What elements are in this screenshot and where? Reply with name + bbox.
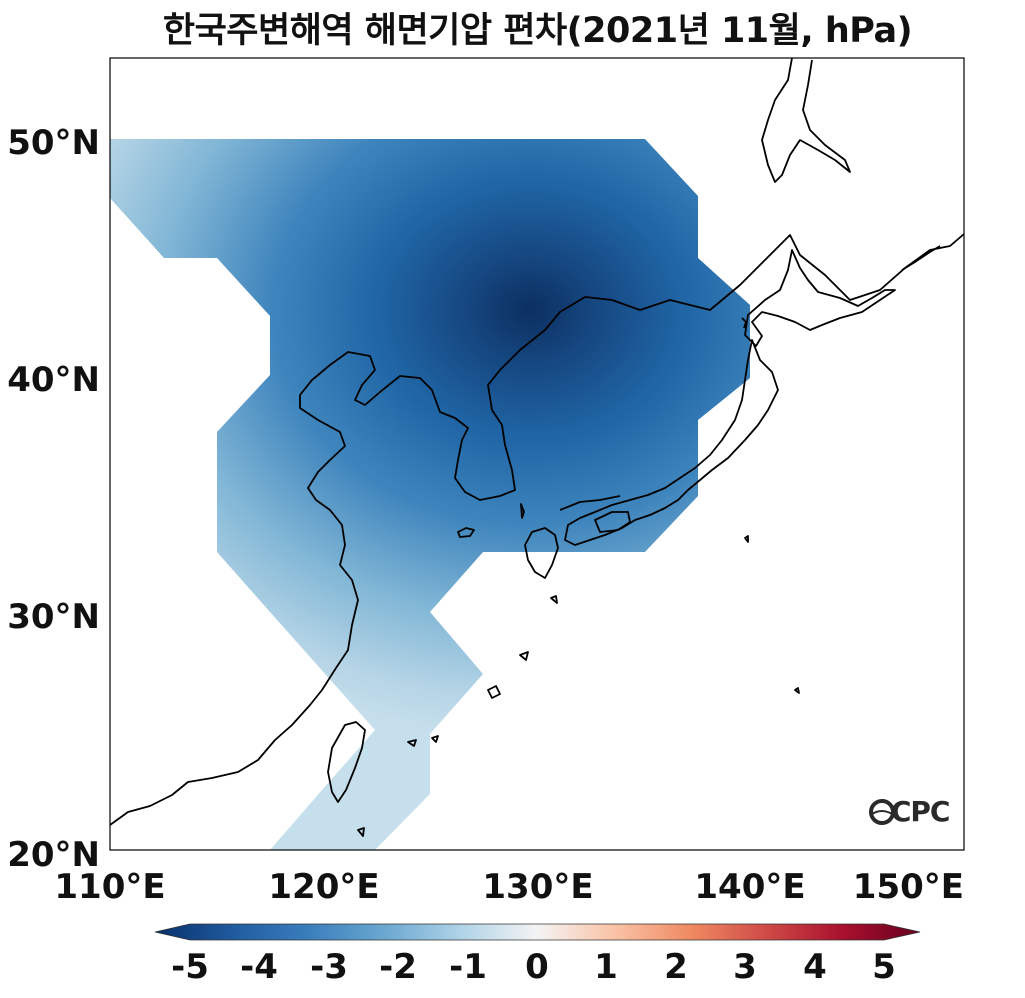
colorbar-tick: -1 xyxy=(449,947,487,987)
lat-tick: 30°N xyxy=(7,597,100,637)
longitude-axis: 110°E 120°E 130°E 140°E 150°E xyxy=(54,867,964,907)
colorbar-tick: -4 xyxy=(240,947,278,987)
map-title: 한국주변해역 해면기압 편차(2021년 11월, hPa) xyxy=(162,11,913,51)
colorbar-tick: 3 xyxy=(733,947,757,987)
lon-tick: 110°E xyxy=(54,867,165,907)
lon-tick: 120°E xyxy=(268,867,379,907)
lon-tick: 150°E xyxy=(853,867,964,907)
colorbar-tick: 4 xyxy=(803,947,827,987)
colorbar-tick: -3 xyxy=(310,947,348,987)
colorbar: -5 -4 -3 -2 -1 0 1 2 3 4 5 xyxy=(154,923,921,987)
colorbar-tick: -5 xyxy=(171,947,209,987)
map-frame xyxy=(109,57,965,851)
lat-tick: 20°N xyxy=(7,835,100,875)
lat-tick: 40°N xyxy=(7,360,100,400)
latitude-axis: 50°N 40°N 30°N 20°N xyxy=(7,123,100,875)
ocpc-logo-icon xyxy=(869,799,895,825)
colorbar-tick: 0 xyxy=(525,947,549,987)
ocpc-logo: OCPC xyxy=(868,795,951,828)
colorbar-tick: -2 xyxy=(379,947,417,987)
ocpc-logo-text: CPC xyxy=(890,795,951,828)
lon-tick: 140°E xyxy=(694,867,805,907)
pressure-anomaly-field xyxy=(110,139,750,850)
colorbar-ticks: -5 -4 -3 -2 -1 0 1 2 3 4 5 xyxy=(171,947,896,987)
lat-tick: 50°N xyxy=(7,123,100,163)
colorbar-tick: 2 xyxy=(664,947,688,987)
colorbar-bar xyxy=(154,923,921,941)
colorbar-tick: 1 xyxy=(594,947,618,987)
lon-tick: 130°E xyxy=(482,867,593,907)
coastlines xyxy=(110,58,964,837)
colorbar-tick: 5 xyxy=(872,947,896,987)
